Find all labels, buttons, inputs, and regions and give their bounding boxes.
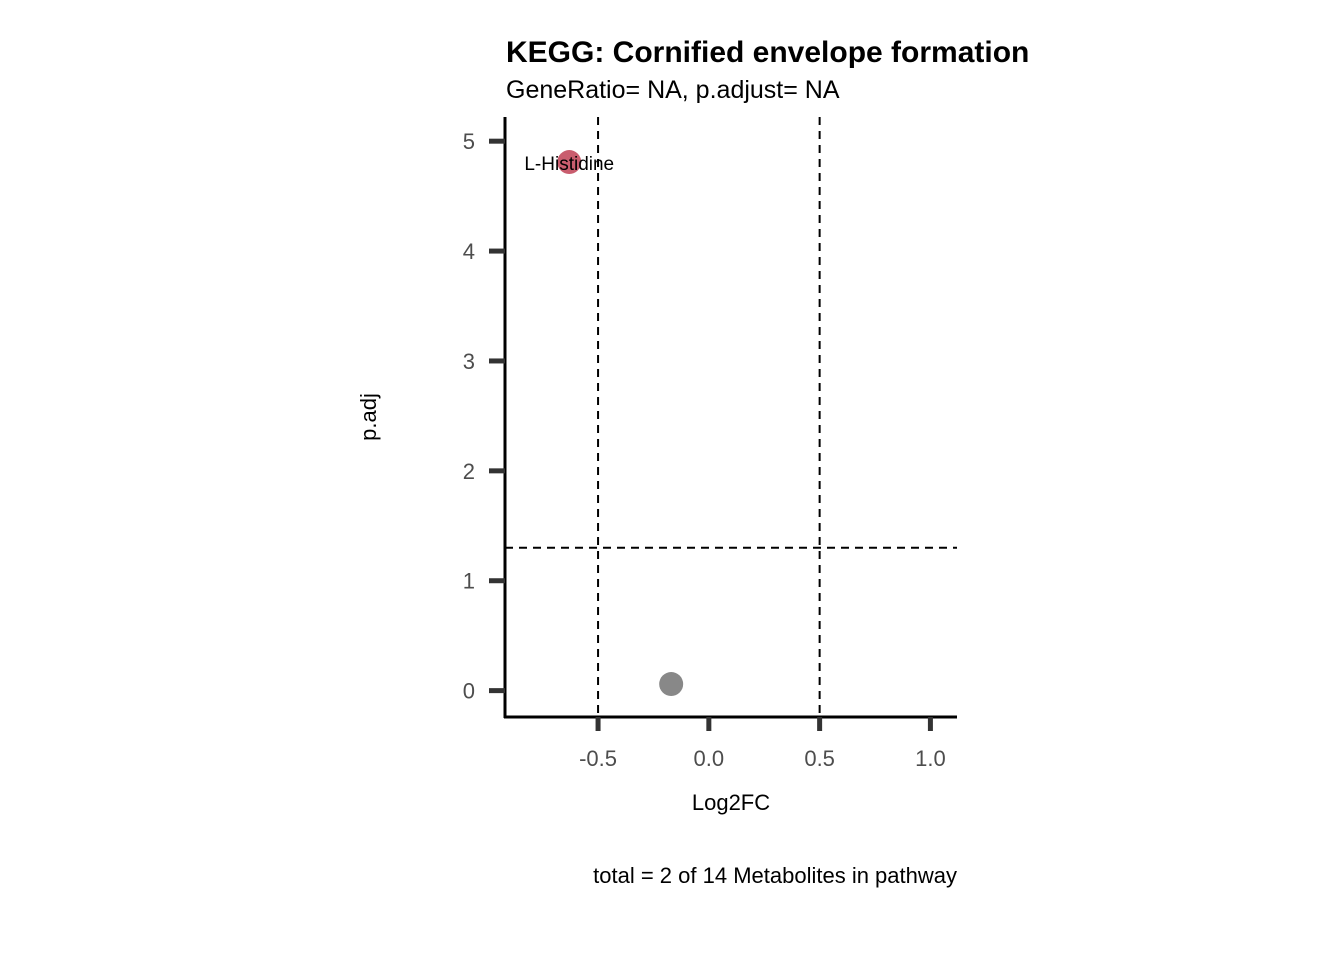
point-label: L-Histidine (524, 154, 614, 175)
y-tick-label: 1 (463, 569, 475, 594)
chart-title: KEGG: Cornified envelope formation (506, 36, 1029, 69)
x-tick-label: -0.5 (579, 746, 617, 771)
x-tick-label: 1.0 (915, 746, 946, 771)
chart-subtitle: GeneRatio= NA, p.adjust= NA (506, 76, 840, 104)
y-axis-label: p.adj (356, 393, 381, 441)
x-axis-label: Log2FC (692, 790, 770, 815)
data-point (659, 672, 684, 697)
data-point (557, 150, 582, 175)
y-tick-label: 0 (463, 679, 475, 704)
y-tick-label: 2 (463, 459, 475, 484)
y-tick-label: 4 (463, 239, 475, 264)
chart-caption: total = 2 of 14 Metabolites in pathway (593, 863, 957, 888)
y-tick-label: 5 (463, 129, 475, 154)
y-tick-label: 3 (463, 349, 475, 374)
x-tick-label: 0.0 (694, 746, 725, 771)
x-tick-label: 0.5 (804, 746, 835, 771)
